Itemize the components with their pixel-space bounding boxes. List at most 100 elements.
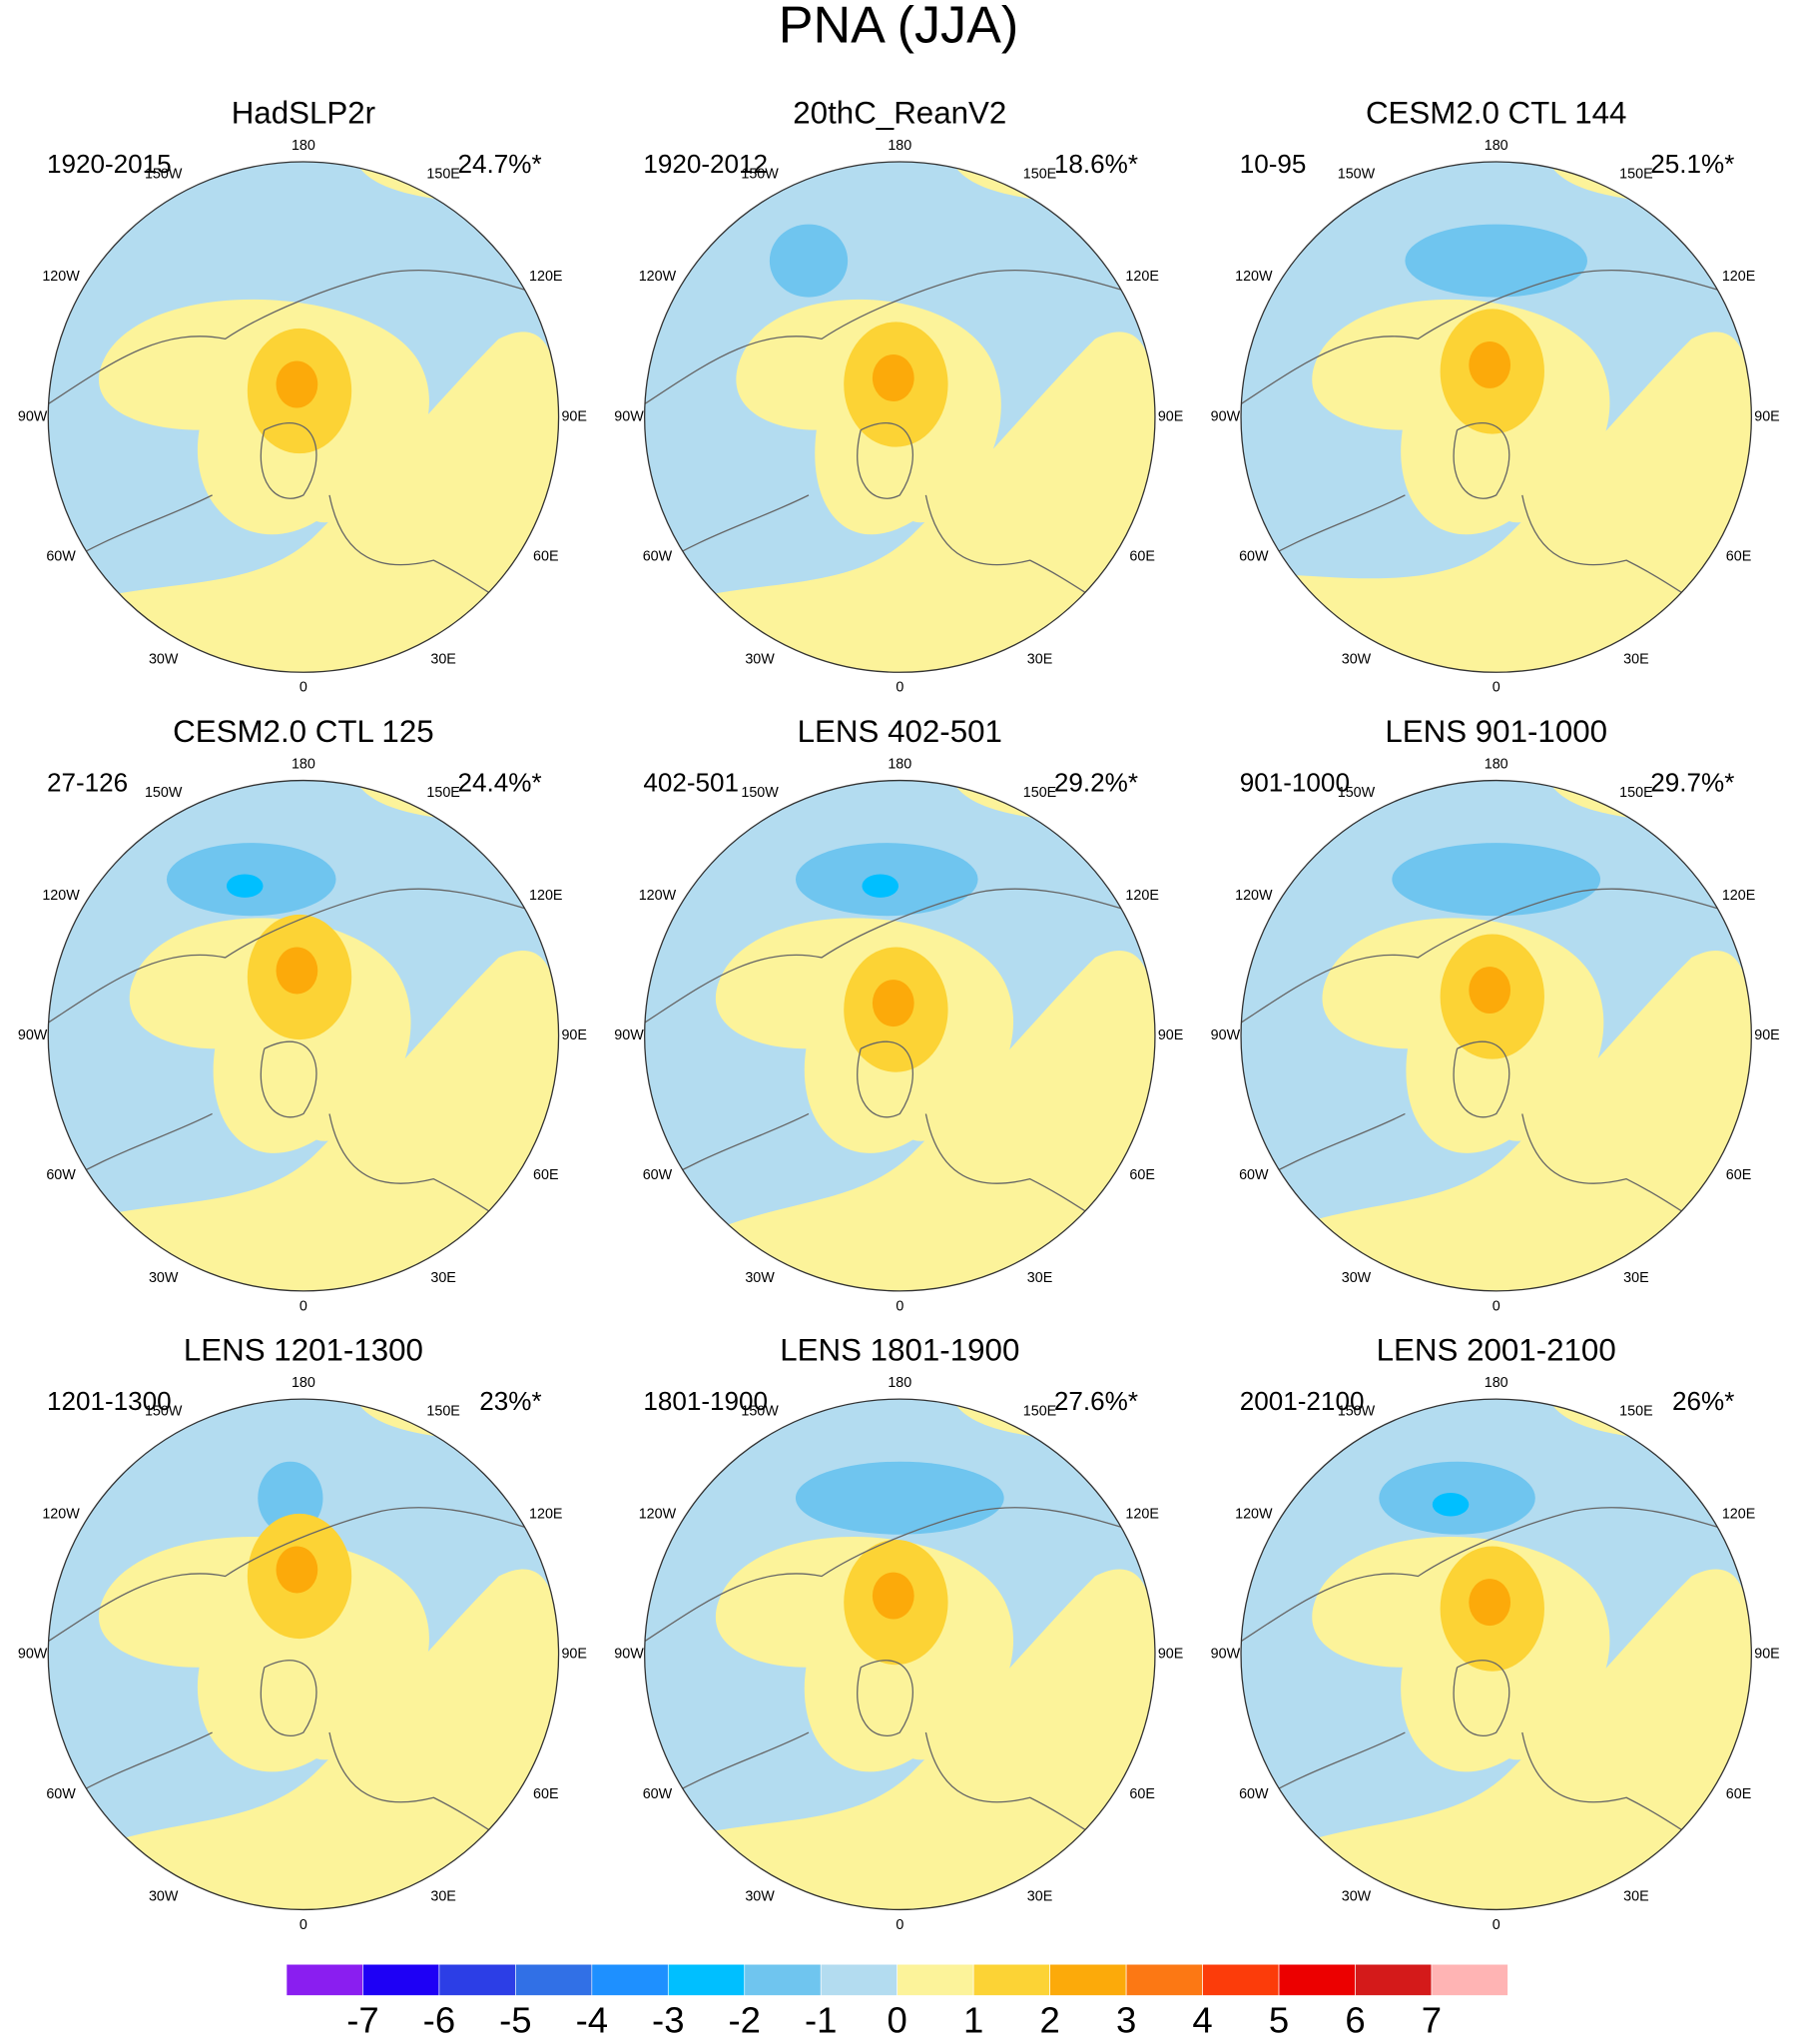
colorbar-label: -5 <box>499 2000 531 2041</box>
longitude-label: 30W <box>149 651 179 667</box>
colorbar-label: 3 <box>1116 2000 1136 2041</box>
map-panel: LENS 901-1000 901-1000 29.7%* 180 150E 120E 90… <box>1211 714 1780 1314</box>
map-panel: 20thC_ReanV2 1920-2012 18.6%* 180 150E 120E 90… <box>614 95 1183 695</box>
map-field <box>1241 1399 1752 1910</box>
map-field <box>644 1399 1155 1910</box>
longitude-label: 90W <box>18 408 48 424</box>
longitude-label: 120E <box>1125 269 1158 285</box>
colorbar-box <box>897 1963 974 1996</box>
longitude-label: 150W <box>1338 1404 1376 1420</box>
longitude-label: 30W <box>149 1270 179 1286</box>
colorbar-label: -1 <box>805 2000 837 2041</box>
longitude-label: 120W <box>1235 1506 1273 1522</box>
positive-region <box>1241 332 1752 673</box>
longitude-label: 30W <box>1342 1270 1372 1286</box>
colorbar-label: -7 <box>346 2000 378 2041</box>
longitude-label: 150W <box>145 1404 183 1420</box>
panel-title: LENS 1801-1900 <box>780 1332 1019 1367</box>
longitude-label: 0 <box>300 1917 307 1933</box>
longitude-label: 90E <box>1158 1647 1184 1663</box>
colorbar-label: -4 <box>576 2000 608 2041</box>
longitude-label: 30E <box>1027 651 1053 667</box>
panel-percent: 18.6%* <box>1054 149 1138 179</box>
longitude-label: 60E <box>533 1167 559 1183</box>
coastline <box>48 1507 559 1864</box>
panel-title: CESM2.0 CTL 125 <box>173 714 434 749</box>
coastline <box>48 269 559 626</box>
positive-peak <box>276 1546 318 1594</box>
longitude-label: 120W <box>1235 888 1273 904</box>
longitude-label: 90W <box>614 1647 644 1663</box>
map-border <box>644 161 1156 673</box>
panel-title: LENS 1201-1300 <box>184 1332 423 1367</box>
positive-region <box>1241 951 1752 1291</box>
positive-peak <box>1469 967 1511 1015</box>
colorbar-label: 7 <box>1422 2000 1442 2041</box>
longitude-label: 30W <box>1342 651 1372 667</box>
positive-region <box>644 332 1155 673</box>
colorbar-box <box>1202 1963 1280 1996</box>
longitude-label: 60W <box>1239 1167 1269 1183</box>
map-border <box>47 161 560 673</box>
colorbar-label: -3 <box>652 2000 684 2041</box>
panel-period: 901-1000 <box>1240 767 1350 797</box>
negative-core <box>769 224 849 298</box>
longitude-label: 90W <box>1211 408 1241 424</box>
longitude-label: 0 <box>1493 1298 1500 1314</box>
coastline <box>1241 269 1752 626</box>
longitude-label: 60E <box>533 549 559 565</box>
longitude-label: 60E <box>1726 549 1752 565</box>
longitude-label: 150E <box>1023 785 1056 801</box>
panel-percent: 29.7%* <box>1650 767 1734 797</box>
longitude-label: 90W <box>614 1027 644 1043</box>
colorbar-box <box>1431 1963 1508 1996</box>
longitude-label: 60E <box>1129 549 1155 565</box>
longitude-label: 120E <box>1125 1506 1158 1522</box>
longitude-label: 180 <box>888 757 911 773</box>
colorbar-label: 2 <box>1039 2000 1059 2041</box>
negative-peak <box>1432 1493 1470 1517</box>
colorbar-box <box>744 1963 822 1996</box>
panel-percent: 27.6%* <box>1054 1386 1138 1416</box>
longitude-label: 60W <box>643 1786 673 1802</box>
positive-peak <box>872 980 914 1027</box>
longitude-label: 30W <box>745 1270 775 1286</box>
map-field <box>48 161 559 673</box>
longitude-label: 150W <box>741 785 779 801</box>
panel-percent: 25.1%* <box>1650 149 1734 179</box>
longitude-label: 90W <box>18 1647 48 1663</box>
longitude-label: 150W <box>1338 167 1376 183</box>
map-panel: LENS 1201-1300 1201-1300 23%* 180 150E 120E 90… <box>18 1332 587 1932</box>
longitude-label: 120E <box>1722 888 1755 904</box>
coastline <box>1241 888 1752 1245</box>
positive-region <box>644 1569 1155 1910</box>
map-border <box>47 779 560 1292</box>
panel-period: 1801-1900 <box>643 1386 768 1416</box>
map-field <box>48 780 559 1291</box>
longitude-label: 60W <box>46 1786 76 1802</box>
longitude-label: 0 <box>896 680 903 696</box>
colorbar-box <box>286 1963 363 1996</box>
longitude-label: 180 <box>1485 757 1508 773</box>
map-border <box>1240 779 1752 1292</box>
colorbar-label: 5 <box>1269 2000 1289 2041</box>
colorbar-box <box>1125 1963 1203 1996</box>
colorbar-box <box>515 1963 593 1996</box>
positive-peak <box>276 360 318 408</box>
longitude-label: 150E <box>426 167 459 183</box>
panel-period: 402-501 <box>643 767 739 797</box>
panel-percent: 24.4%* <box>458 767 542 797</box>
longitude-label: 120E <box>1125 888 1158 904</box>
longitude-label: 150E <box>1619 785 1652 801</box>
map-panel: CESM2.0 CTL 125 27-126 24.4%* 180 150E 120E 90… <box>18 714 587 1314</box>
longitude-label: 60W <box>643 1167 673 1183</box>
positive-region <box>48 332 559 673</box>
negative-core <box>1405 224 1587 298</box>
longitude-label: 30E <box>430 1270 456 1286</box>
colorbar: -7 -6 -5 -4 -3 -2 -1 0 1 2 3 4 5 6 7 <box>286 1963 1508 2041</box>
longitude-label: 30W <box>745 1888 775 1904</box>
colorbar-box <box>820 1963 898 1996</box>
positive-peak <box>1469 341 1511 388</box>
